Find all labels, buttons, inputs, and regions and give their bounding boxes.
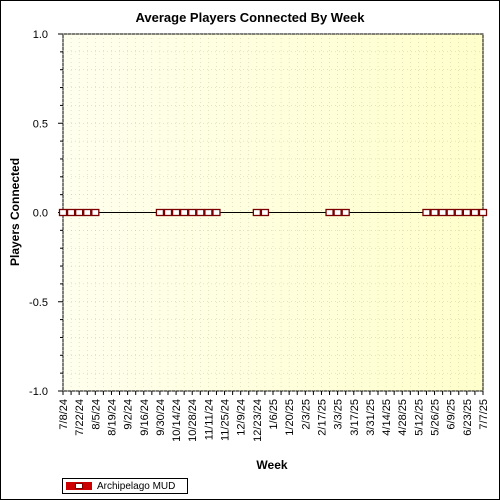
x-tick-label: 12/23/24 [252, 399, 264, 442]
x-tick-label: 9/16/24 [139, 399, 151, 436]
x-tick-label: 3/17/25 [349, 399, 361, 436]
x-tick-label: 11/25/24 [220, 399, 232, 441]
x-tick-label: 3/3/25 [333, 399, 345, 430]
x-tick-label: 5/26/25 [430, 399, 442, 436]
data-point [260, 208, 270, 217]
x-tick-label: 6/9/25 [446, 399, 458, 430]
data-point [58, 208, 68, 217]
data-point [333, 208, 342, 217]
x-tick-label: 10/28/24 [187, 399, 199, 442]
data-point [446, 208, 455, 217]
series-archipelago-mud [58, 208, 488, 217]
data-point [252, 208, 261, 217]
x-axis-title: Week [256, 458, 287, 472]
data-point [188, 208, 197, 217]
x-tick-label: 12/9/24 [236, 399, 248, 436]
x-tick-label: 1/20/25 [284, 399, 296, 436]
y-tick-label: 0.0 [33, 208, 48, 220]
x-tick-label: 9/2/24 [123, 399, 135, 430]
data-point [91, 208, 100, 217]
data-point [478, 208, 488, 217]
x-tick-label: 9/30/24 [155, 399, 167, 436]
x-tick-label: 4/14/25 [381, 399, 393, 436]
x-tick-label: 7/7/25 [478, 399, 490, 430]
x-tick-label: 6/23/25 [462, 399, 474, 436]
x-tick-label: 4/28/25 [397, 399, 409, 436]
data-point [462, 208, 471, 217]
x-tick-label: 3/31/25 [365, 399, 377, 436]
data-point [180, 208, 189, 217]
x-tick-label: 8/19/24 [106, 399, 118, 436]
data-point [422, 208, 431, 217]
x-axis-ticks: 7/8/24 7/22/24 8/5/24 8/19/24 9/2/24 9/16/24 9… [58, 391, 490, 442]
y-tick-label: -0.5 [29, 297, 48, 309]
legend-swatch [66, 482, 92, 490]
y-axis-title: Players Connected [8, 158, 22, 266]
chart-title: Average Players Connected By Week [135, 10, 365, 25]
data-point [66, 208, 76, 217]
x-tick-label: 7/22/24 [74, 399, 86, 436]
data-point [438, 208, 447, 217]
data-point [454, 208, 463, 217]
data-point [325, 208, 334, 217]
y-axis-ticks: 1.0 0.5 0.0 -0.5 -1.0 [29, 29, 63, 398]
x-tick-label: 5/12/25 [413, 399, 425, 436]
x-tick-label: 2/3/25 [300, 399, 312, 430]
y-tick-label: -1.0 [29, 386, 48, 398]
data-point [341, 208, 350, 217]
data-point [430, 208, 439, 217]
x-tick-label: 8/5/24 [90, 399, 102, 430]
data-point [470, 208, 480, 217]
data-point [212, 208, 221, 217]
data-point [75, 208, 84, 217]
data-point [171, 208, 181, 217]
x-tick-label: 1/6/25 [268, 399, 280, 430]
x-tick-label: 11/11/24 [203, 399, 215, 440]
x-tick-label: 10/14/24 [171, 399, 183, 442]
data-point [155, 208, 165, 217]
legend: Archipelago MUD [62, 478, 188, 494]
data-point [196, 208, 205, 217]
data-point [163, 208, 173, 217]
x-tick-label: 7/8/24 [58, 399, 70, 430]
x-tick-label: 2/17/25 [316, 399, 328, 436]
data-point [83, 208, 92, 217]
data-point [204, 208, 213, 217]
y-tick-label: 0.5 [33, 118, 48, 130]
legend-label: Archipelago MUD [97, 480, 176, 492]
y-tick-label: 1.0 [33, 29, 48, 41]
